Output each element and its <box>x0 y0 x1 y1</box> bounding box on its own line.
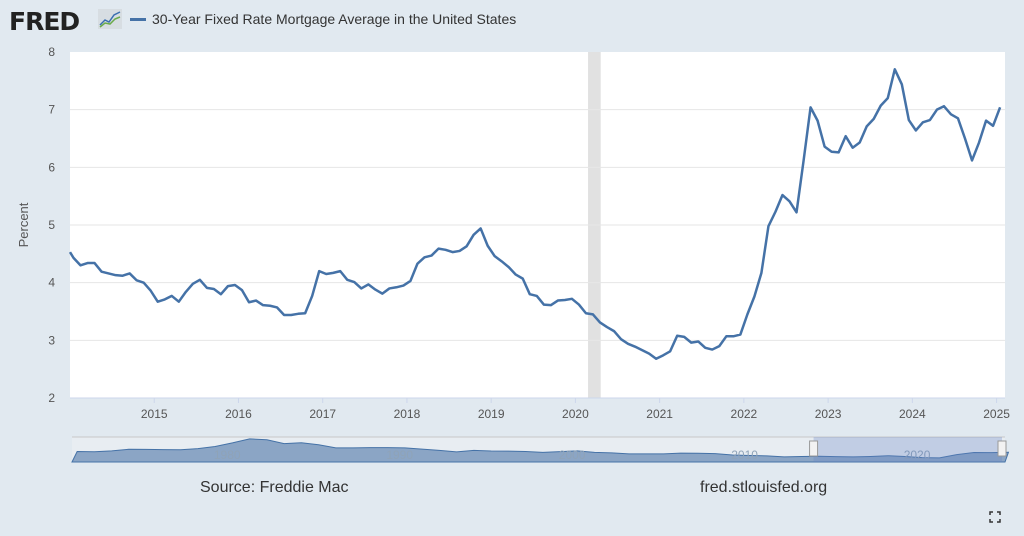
y-tick-label: 6 <box>48 160 55 174</box>
source-credit: Source: Freddie Mac <box>200 479 349 496</box>
x-tick-label: 2023 <box>815 407 842 421</box>
fred-logo[interactable]: FRED <box>9 7 80 36</box>
navigator-tick-label: 1990 <box>386 448 413 462</box>
y-tick-label: 5 <box>48 218 55 232</box>
x-tick-label: 2018 <box>394 407 421 421</box>
x-tick-label: 2015 <box>141 407 168 421</box>
navigator-selection[interactable] <box>813 437 1002 462</box>
navigator-tick-label: 2010 <box>731 448 758 462</box>
x-tick-label: 2024 <box>899 407 926 421</box>
legend-label: 30-Year Fixed Rate Mortgage Average in t… <box>152 11 517 27</box>
x-tick-label: 2022 <box>731 407 758 421</box>
x-tick-label: 2017 <box>309 407 336 421</box>
y-tick-label: 2 <box>48 391 55 405</box>
navigator-handle-right[interactable] <box>997 440 1007 457</box>
series-line <box>68 68 1002 361</box>
x-tick-label: 2021 <box>646 407 673 421</box>
navigator-tick-label: 1980 <box>214 448 241 462</box>
y-tick-label: 4 <box>48 276 55 290</box>
y-tick-label: 8 <box>48 45 55 59</box>
x-tick-label: 2016 <box>225 407 252 421</box>
x-tick-label: 2025 <box>983 407 1010 421</box>
y-tick-label: 7 <box>48 103 55 117</box>
x-tick-label: 2020 <box>562 407 589 421</box>
navigator-tick-label: 2020 <box>904 448 931 462</box>
fullscreen-icon[interactable] <box>989 511 1001 523</box>
fred-chart-icon <box>98 9 122 29</box>
navigator-series <box>71 438 1010 463</box>
navigator-handle-left[interactable] <box>809 440 819 457</box>
legend-item[interactable]: 30-Year Fixed Rate Mortgage Average in t… <box>130 11 516 27</box>
y-tick-label: 3 <box>48 333 55 347</box>
navigator-tick-label: 2000 <box>559 448 586 462</box>
y-axis-label: Percent <box>16 202 31 247</box>
x-tick-label: 2019 <box>478 407 505 421</box>
site-link[interactable]: fred.stlouisfed.org <box>700 479 828 496</box>
legend-swatch <box>130 17 146 21</box>
